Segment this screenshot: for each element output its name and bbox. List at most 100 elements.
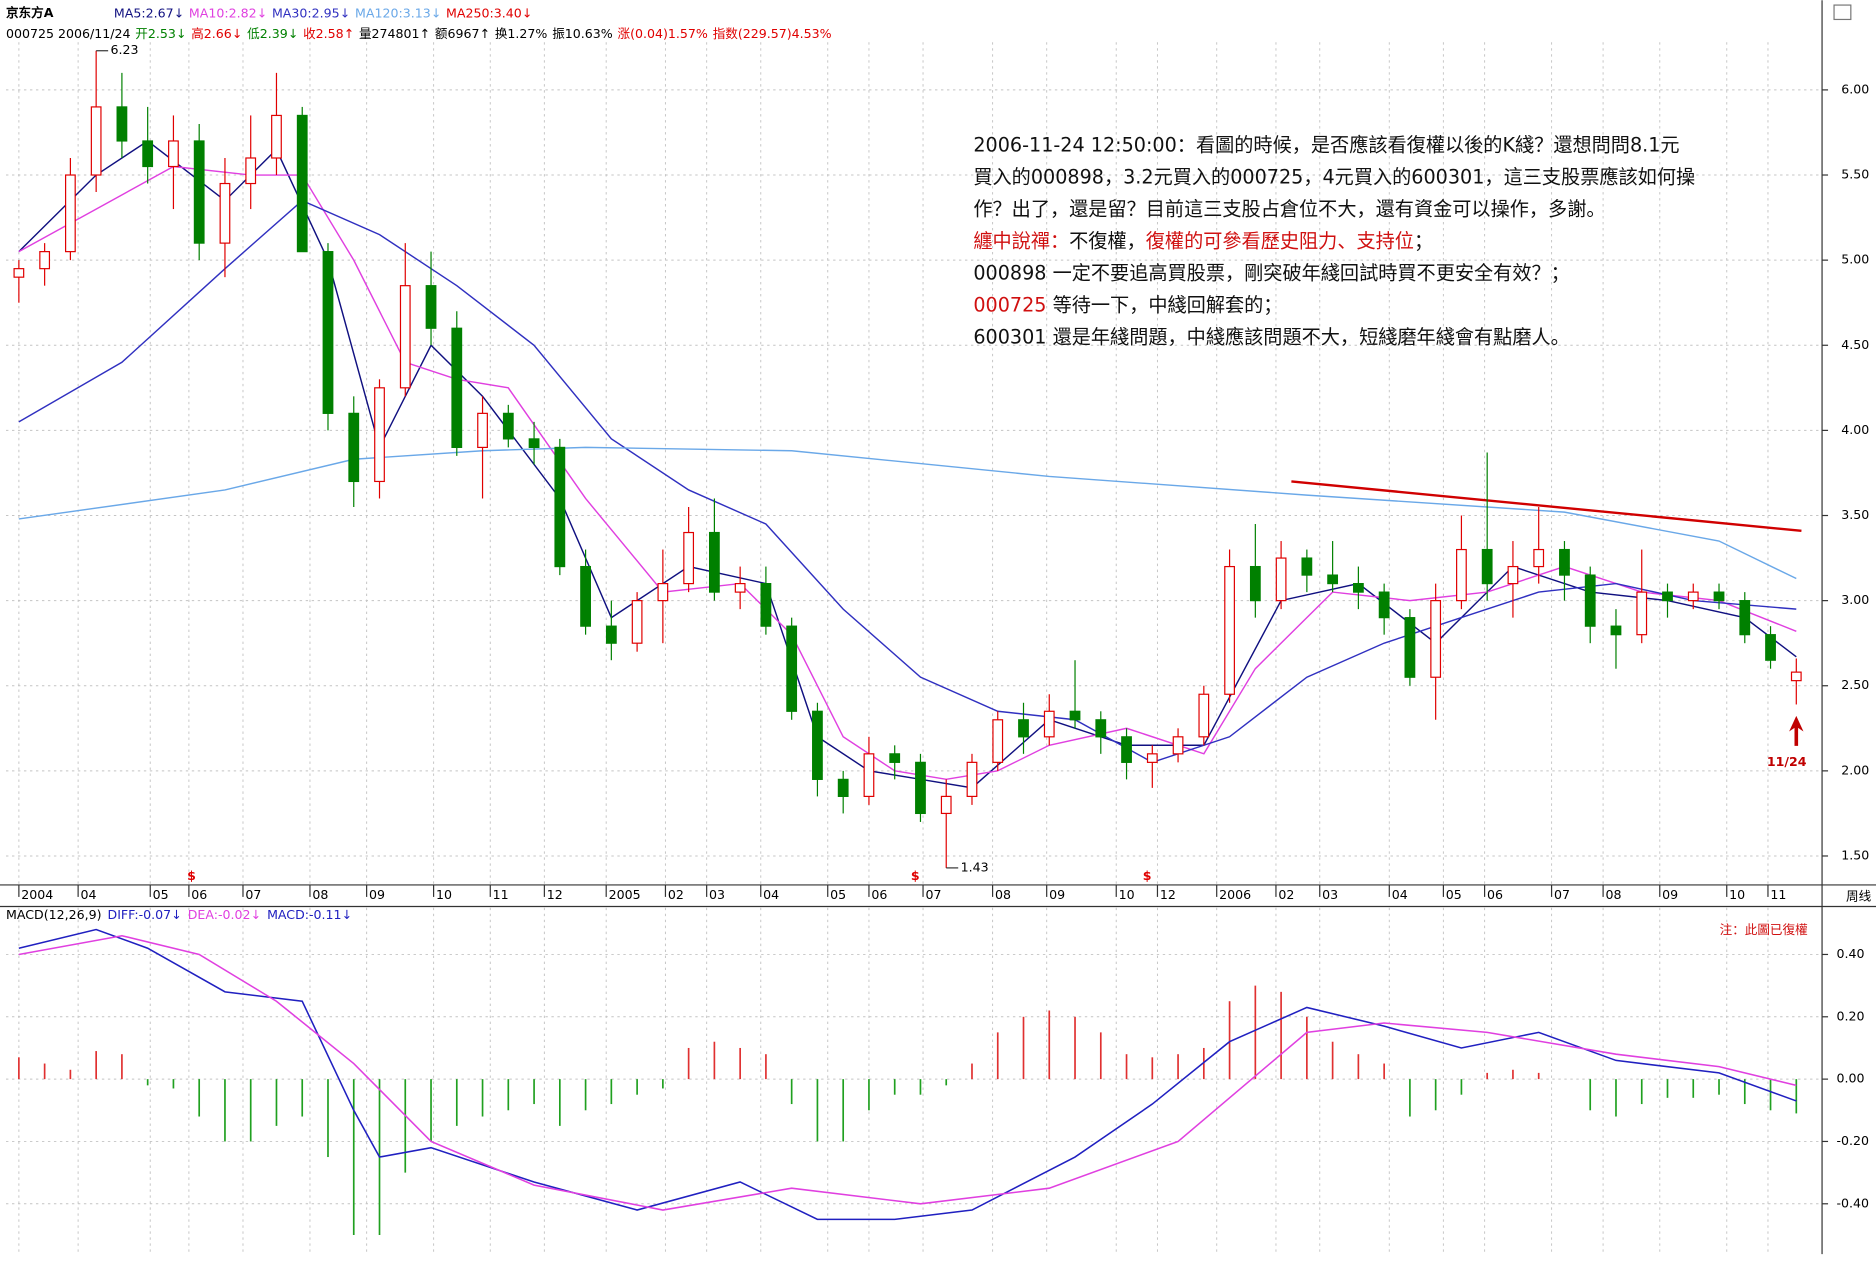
candle-body [1275, 557, 1287, 602]
quote-info-part: 额6967↑ [435, 25, 490, 40]
y-tick-label: -0.20 [1836, 1133, 1869, 1148]
stock-title: 京东方A [6, 5, 54, 20]
note-line-part: 纏中說禪： [973, 229, 1069, 252]
candle-body [966, 761, 978, 798]
macd-line [18, 934, 1797, 1211]
y-tick-label: -0.40 [1836, 1195, 1869, 1210]
candle-body [683, 531, 695, 585]
note-line: 買入的000898，3.2元買入的000725，4元買入的600301，這三支股… [973, 165, 1695, 188]
candle-body [1095, 719, 1107, 738]
x-tick-label: 10 [1729, 887, 1745, 902]
legend-entry: MA5:2.67↓ [114, 5, 184, 20]
legend-entry: MA250:3.40↓ [446, 5, 532, 20]
candle-body [1481, 548, 1493, 585]
y-tick-label: 4.00 [1841, 422, 1869, 437]
quote-info-part: 指数(229.57)4.53% [713, 25, 832, 40]
candle-body [348, 412, 360, 483]
note-line-part: ； [1414, 229, 1433, 252]
legend-entry: MA120:3.13↓ [355, 5, 441, 20]
candle-body [322, 251, 334, 414]
candle-body [502, 412, 514, 440]
event-marker: $ [1143, 868, 1152, 883]
legend-entry: MACD:-0.11↓ [267, 906, 352, 921]
quote-info-part: 开2.53↓ [135, 25, 186, 40]
y-tick-label: 3.50 [1841, 507, 1869, 522]
candle-body [1636, 591, 1648, 636]
candle-body [245, 157, 257, 185]
x-tick-label: 12 [547, 887, 563, 902]
candle-body [708, 531, 720, 593]
candle-body [219, 182, 231, 244]
candle-body [915, 761, 926, 815]
note-line-part: 000898 一定不要追高買股票，剛突破年綫回試時買不更安全有效？； [973, 261, 1569, 284]
candle-body [1610, 625, 1622, 636]
x-tick-label: 09 [1662, 887, 1678, 902]
candle-body [451, 327, 463, 449]
note-line-part: 等待一下，中綫回解套的； [1047, 293, 1283, 316]
window-icon [1833, 4, 1852, 21]
y-tick-label: 1.50 [1841, 847, 1869, 862]
candle-body [116, 106, 128, 142]
note-line: 纏中說禪：不復權，復權的可參看歷史阻力、支持位； [973, 229, 1433, 252]
candle-body [1352, 583, 1364, 593]
marker-label: 11/24 [1767, 754, 1807, 769]
candle-body [1224, 565, 1235, 695]
marker-arrow [1789, 715, 1804, 746]
quote-info-part: 高2.66↓ [191, 25, 242, 40]
x-tick-label: 04 [763, 887, 779, 902]
quote-info-part: 低2.39↓ [247, 25, 298, 40]
event-marker: $ [911, 868, 920, 883]
candle-body [193, 140, 205, 244]
note-line-part: 復權的可參看歷史阻力、支持位 [1146, 229, 1414, 252]
candle-body [1790, 671, 1802, 682]
candle-body [580, 565, 591, 627]
candle-body [90, 106, 102, 176]
legend-entry: DEA:-0.02↓ [188, 906, 261, 921]
note-line: 000725 等待一下，中綫回解套的； [973, 293, 1282, 316]
x-tick-label: 07 [245, 887, 261, 902]
candle-body [1301, 557, 1313, 576]
candle-body [425, 285, 437, 329]
candle-body [554, 446, 566, 568]
y-tick-label: 2.50 [1841, 677, 1869, 692]
note-line: 2006-11-24 12:50:00：看圖的時候，是否應該看復權以後的K綫？還… [973, 133, 1679, 156]
candle-body [1378, 591, 1390, 619]
note-line-part: 不復權， [1069, 229, 1146, 252]
candle-body [1584, 574, 1596, 627]
event-marker: $ [187, 868, 196, 883]
candle-body [1121, 736, 1132, 763]
candle-body [1662, 591, 1673, 602]
candle-body [940, 795, 952, 815]
y-tick-label: 0.20 [1836, 1008, 1864, 1023]
candle-body [1533, 548, 1545, 568]
note-line: 作？出了，還是留？目前這三支股占倉位不大，還有資金可以操作，多謝。 [973, 197, 1605, 220]
note-line-part: 作？出了，還是留？目前這三支股占倉位不大，還有資金可以操作，多謝。 [973, 197, 1605, 220]
period-label: 周线 [1846, 888, 1872, 903]
x-tick-label: 09 [369, 887, 385, 902]
candle-body [631, 600, 643, 644]
y-tick-label: 2.00 [1841, 762, 1869, 777]
x-tick-label: 04 [81, 887, 97, 902]
x-tick-label: 07 [1554, 887, 1570, 902]
candle-body [992, 719, 1004, 763]
x-tick-label: 09 [1049, 887, 1065, 902]
candle-body [13, 268, 25, 278]
candle-body [1765, 634, 1776, 661]
candle-body [1507, 565, 1519, 585]
extreme-label: 1.43 [961, 859, 989, 874]
candle-body [168, 140, 179, 168]
x-tick-label: 08 [1605, 887, 1621, 902]
candle-body [271, 114, 282, 159]
candle-body [605, 625, 617, 644]
quote-info-part: 量274801↑ [359, 25, 430, 40]
candle-body [296, 114, 308, 253]
candle-body [812, 710, 823, 780]
candle-body [837, 778, 849, 798]
quote-info-part: 涨(0.04)1.57% [618, 25, 708, 40]
macd-title: MACD(12,26,9) [6, 906, 102, 921]
extreme-label: 6.23 [111, 42, 139, 57]
candle-body [477, 412, 488, 449]
candle-body [1404, 617, 1416, 678]
y-tick-label: 6.00 [1841, 81, 1869, 96]
x-tick-label: 2005 [609, 887, 641, 902]
